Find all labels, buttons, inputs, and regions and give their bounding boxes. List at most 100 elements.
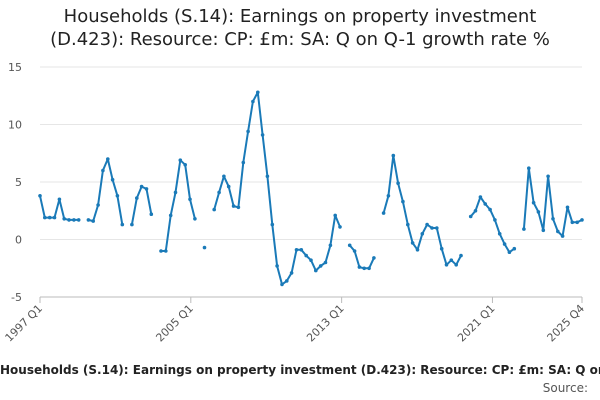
data-point — [546, 174, 550, 179]
data-point — [76, 218, 81, 222]
data-point — [328, 243, 333, 248]
series-lines — [39, 91, 583, 286]
data-point — [280, 282, 284, 287]
data-point — [193, 217, 197, 221]
x-tick-label: 2021 Q1 — [455, 302, 498, 345]
data-point — [270, 222, 275, 227]
data-point — [236, 205, 241, 210]
x-axis: 1997 Q1 2005 Q1 2013 Q1 2021 Q1 2025 Q4 — [3, 296, 588, 345]
data-point — [241, 160, 246, 165]
y-tick-label: 15 — [8, 61, 22, 74]
chart-title-line-1: Households (S.14): Earnings on property … — [63, 6, 537, 27]
data-point — [420, 232, 425, 236]
data-point — [275, 264, 279, 268]
data-point — [527, 166, 531, 170]
data-point — [130, 222, 134, 227]
data-point — [468, 214, 473, 219]
data-point — [285, 279, 289, 283]
data-point — [318, 264, 323, 268]
data-point — [575, 220, 579, 225]
data-point — [493, 218, 497, 222]
series-line-segment — [469, 196, 516, 254]
series-line-segment — [213, 91, 341, 286]
data-point — [425, 222, 429, 227]
data-point — [47, 215, 52, 220]
y-tick-label: 10 — [8, 119, 22, 132]
data-point — [410, 241, 415, 245]
data-point — [67, 218, 71, 222]
data-point — [449, 258, 454, 263]
data-point — [565, 205, 570, 210]
data-point — [347, 243, 352, 248]
series-line-segment — [130, 185, 153, 226]
data-point — [478, 195, 483, 199]
data-point — [454, 263, 459, 267]
data-point — [62, 217, 66, 221]
data-point — [188, 197, 192, 202]
data-point — [386, 194, 391, 198]
series-points — [38, 90, 584, 287]
gridlines — [40, 66, 582, 240]
data-point — [580, 218, 584, 222]
chart-title-line-2: (D.423): Resource: CP: £m: SA: Q on Q-1 … — [50, 29, 550, 50]
data-point — [115, 194, 120, 198]
data-point — [459, 253, 463, 258]
data-point — [57, 197, 62, 202]
y-tick-label: -5 — [11, 291, 22, 304]
data-point — [391, 153, 396, 158]
data-point — [502, 242, 507, 246]
data-point — [72, 218, 76, 222]
data-point — [556, 229, 560, 234]
data-point — [289, 271, 294, 275]
series-line-segment — [87, 158, 124, 226]
data-point — [226, 184, 231, 189]
data-point — [439, 246, 444, 251]
data-point — [473, 209, 478, 213]
data-point — [96, 203, 100, 207]
data-point — [560, 234, 565, 238]
data-point — [139, 184, 144, 189]
data-point — [323, 260, 328, 265]
chart-caption-text: Households (S.14): Earnings on property … — [0, 363, 600, 377]
data-point — [352, 249, 357, 253]
x-tick-label: 2025 Q4 — [545, 302, 588, 345]
chart-title: Households (S.14): Earnings on property … — [0, 5, 600, 51]
data-point — [183, 163, 187, 167]
data-point — [367, 266, 371, 271]
data-point — [372, 256, 376, 260]
data-point — [212, 207, 216, 212]
data-point — [488, 207, 492, 212]
data-point — [396, 181, 400, 185]
data-point — [149, 212, 154, 216]
data-point — [222, 174, 226, 179]
data-point — [246, 129, 250, 134]
data-point — [531, 200, 536, 205]
data-point — [106, 157, 110, 161]
data-point — [430, 226, 434, 230]
data-point — [507, 250, 512, 254]
data-point — [86, 218, 91, 222]
data-point — [251, 99, 255, 104]
data-point — [38, 194, 42, 198]
data-point — [135, 196, 139, 200]
data-point — [231, 204, 236, 208]
data-point — [43, 215, 47, 220]
data-point — [265, 174, 270, 179]
data-point — [551, 217, 555, 221]
data-point — [120, 222, 125, 227]
y-axis-ticks: -5 0 5 10 15 — [8, 61, 22, 304]
data-point — [168, 213, 173, 218]
data-point — [309, 258, 313, 263]
data-point — [512, 246, 517, 251]
data-point — [52, 215, 57, 220]
data-point — [217, 190, 221, 195]
y-tick-label: 0 — [15, 234, 22, 247]
data-point — [202, 245, 207, 250]
data-point — [541, 228, 546, 233]
data-point — [101, 168, 105, 173]
data-point — [159, 249, 163, 253]
data-point — [536, 210, 541, 214]
data-point — [110, 177, 115, 182]
data-point — [144, 187, 149, 191]
